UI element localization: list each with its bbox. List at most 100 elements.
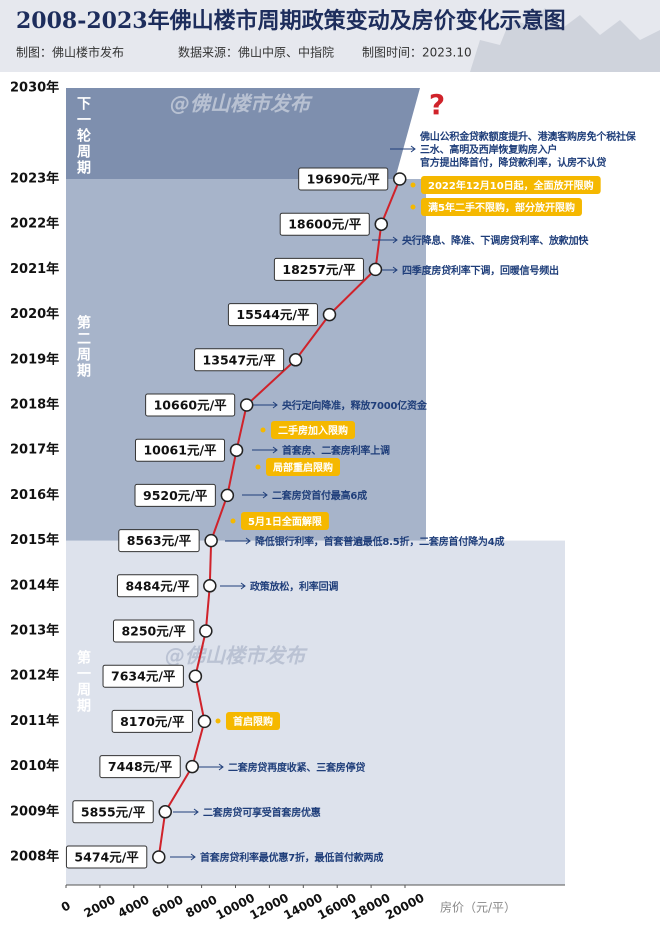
value-label: 13547元/平 — [194, 348, 285, 372]
y-tick-label: 2018年 — [10, 397, 59, 413]
arrow — [252, 401, 278, 409]
tag-text: 二手房加入限购 — [278, 424, 348, 437]
y-tick-label: 2021年 — [10, 261, 59, 277]
annotation: 央行定向降准，释放7000亿资金 — [282, 399, 428, 412]
label-box — [118, 529, 200, 553]
question-mark: ? — [429, 88, 445, 121]
value-label: 8250元/平 — [112, 619, 195, 643]
tag-bg — [421, 176, 601, 194]
value-label-text: 8250元/平 — [121, 624, 186, 639]
y-tick-label: 2030年 — [10, 80, 59, 96]
y-tick-label: 2023年 — [10, 171, 59, 187]
label-box — [279, 212, 370, 236]
value-label-text: 5855元/平 — [81, 804, 146, 819]
label-box — [298, 167, 389, 191]
point — [197, 714, 212, 729]
point — [203, 579, 217, 593]
point — [322, 307, 337, 322]
arrow — [225, 537, 251, 545]
value-label-text: 13547元/平 — [203, 352, 277, 367]
y-tick-label: 2011年 — [10, 713, 59, 729]
value-label: 7634元/平 — [102, 664, 184, 688]
value-label: 15544元/平 — [227, 303, 318, 327]
x-tick-label: 4000 — [116, 893, 152, 921]
value-label-text: 7448元/平 — [108, 759, 173, 774]
value-label: 10061元/平 — [134, 438, 226, 462]
annotation: 首套房、二套房利率上调 — [282, 444, 390, 457]
annotation: 三水、高明及西岸恢复购房入户 — [420, 143, 557, 156]
label-box — [134, 438, 226, 462]
point — [392, 172, 407, 186]
label-box — [134, 483, 216, 507]
label-box — [227, 303, 318, 327]
x-axis-label: 房价（元/平） — [440, 900, 516, 915]
credit: 制图时间：2023.10 — [362, 46, 472, 60]
tag-bg — [266, 458, 340, 476]
tag-text: 首启限购 — [233, 715, 273, 728]
label-box — [102, 664, 184, 688]
x-tick-label: 20000 — [383, 891, 426, 923]
y-tick-label: 2012年 — [10, 668, 59, 684]
value-label: 18257元/平 — [273, 257, 364, 281]
arrow — [372, 236, 398, 244]
y-tick-label: 2010年 — [10, 758, 59, 774]
value-label: 5855元/平 — [72, 800, 154, 824]
period-label: 第一周期 — [75, 649, 91, 714]
arrow — [170, 853, 196, 861]
period-label: 第二周期 — [75, 314, 91, 379]
y-tick-label: 2008年 — [10, 849, 59, 865]
x-tick-label: 0 — [59, 898, 73, 914]
credit: 数据来源：佛山中原、中指院 — [178, 45, 334, 60]
label-box — [65, 845, 148, 869]
credit: 制图：佛山楼市发布 — [16, 45, 124, 60]
watermark: @佛山楼市发布 — [170, 92, 313, 116]
value-label: 9520元/平 — [134, 483, 216, 507]
point — [374, 217, 389, 231]
x-tick-label: 8000 — [183, 893, 219, 921]
point — [185, 759, 199, 774]
y-tick-label: 2020年 — [10, 306, 59, 322]
label-box — [273, 257, 364, 281]
annotation: 首套房贷利率最优惠7折，最低首付款两成 — [200, 851, 383, 864]
point — [152, 850, 166, 864]
point — [288, 353, 303, 367]
y-tick-label: 2009年 — [10, 803, 59, 819]
arrow — [220, 582, 246, 590]
label-box — [111, 709, 193, 733]
annotation: 降低银行利率，首套普遍最低8.5折，二套房首付降为4成 — [255, 535, 504, 548]
tag-text: 2022年12月10日起，全面放开限购 — [428, 179, 594, 192]
annotation: 四季度房贷利率下调，回暖信号频出 — [402, 264, 559, 277]
watermark: @佛山楼市发布 — [165, 644, 308, 668]
period-label: 下一轮周期 — [75, 96, 91, 176]
point — [188, 669, 203, 683]
value-label-text: 15544元/平 — [236, 307, 310, 322]
value-label: 7448元/平 — [99, 755, 181, 779]
point — [229, 443, 244, 457]
period-band — [66, 88, 420, 179]
point — [199, 624, 213, 638]
price-line — [157, 178, 401, 858]
skyline — [470, 8, 660, 72]
y-tick-label: 2022年 — [10, 216, 59, 232]
tag-bg — [421, 198, 582, 216]
tag-dot — [215, 718, 221, 724]
tag-dot — [410, 204, 416, 210]
value-label-text: 18257元/平 — [282, 262, 356, 277]
value-label: 18600元/平 — [279, 212, 370, 236]
tag-dot — [230, 518, 236, 524]
value-label-text: 9520元/平 — [143, 488, 208, 503]
arrow — [173, 808, 199, 816]
annotation: 官方提出降首付，降贷款利率，认房不认贷 — [420, 156, 606, 169]
value-label-text: 10061元/平 — [143, 443, 217, 458]
y-tick-label: 2019年 — [10, 351, 59, 367]
y-tick-label: 2013年 — [10, 623, 59, 639]
value-label: 8484元/平 — [116, 574, 199, 598]
tag-bg — [226, 712, 280, 730]
annotation: 政策放松，利率回调 — [250, 580, 338, 593]
value-label: 19690元/平 — [298, 167, 389, 191]
label-box — [72, 800, 154, 824]
annotation: 二套房贷首付最高6成 — [272, 489, 367, 502]
label-box — [112, 619, 195, 643]
value-label-text: 8484元/平 — [125, 578, 190, 593]
